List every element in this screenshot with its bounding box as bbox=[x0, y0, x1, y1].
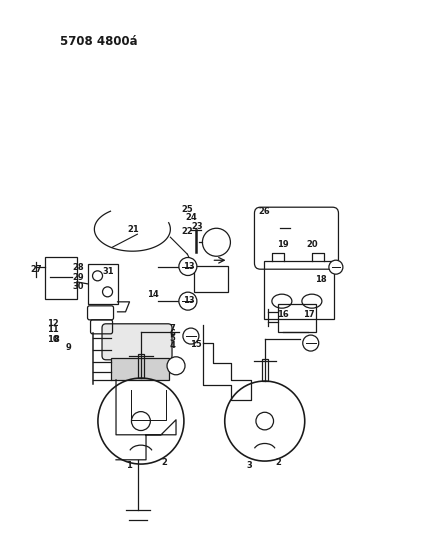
Text: 23: 23 bbox=[191, 222, 202, 231]
Text: 27: 27 bbox=[30, 265, 42, 274]
Text: 17: 17 bbox=[302, 310, 314, 319]
Text: 29: 29 bbox=[72, 273, 83, 281]
Text: 12: 12 bbox=[47, 319, 59, 328]
Text: 16: 16 bbox=[276, 310, 288, 319]
Bar bbox=[87, 264, 117, 304]
Text: 13: 13 bbox=[182, 262, 194, 271]
Circle shape bbox=[302, 335, 318, 351]
Text: 5: 5 bbox=[169, 334, 175, 343]
Bar bbox=[277, 304, 315, 332]
Text: 31: 31 bbox=[102, 268, 114, 276]
Circle shape bbox=[182, 328, 199, 344]
Circle shape bbox=[167, 357, 184, 375]
Text: 20: 20 bbox=[306, 240, 317, 248]
Bar bbox=[111, 358, 169, 380]
Text: 25: 25 bbox=[181, 205, 193, 214]
Text: 5708 4800á: 5708 4800á bbox=[60, 35, 137, 47]
Text: 2: 2 bbox=[275, 458, 281, 467]
Text: 28: 28 bbox=[72, 263, 83, 272]
Text: 18: 18 bbox=[314, 275, 325, 284]
Bar bbox=[194, 266, 228, 292]
Text: 10: 10 bbox=[47, 335, 59, 344]
Bar bbox=[261, 359, 267, 381]
Circle shape bbox=[328, 260, 342, 274]
Text: 14: 14 bbox=[147, 290, 159, 298]
Text: 2: 2 bbox=[161, 458, 167, 467]
Text: 21: 21 bbox=[127, 225, 138, 233]
Bar bbox=[263, 261, 333, 319]
Text: 8: 8 bbox=[53, 335, 59, 344]
Circle shape bbox=[178, 292, 196, 310]
Bar bbox=[137, 354, 144, 378]
Circle shape bbox=[178, 257, 196, 276]
Text: 19: 19 bbox=[277, 240, 288, 248]
Text: 24: 24 bbox=[184, 213, 196, 222]
Text: 30: 30 bbox=[72, 282, 83, 290]
Text: 26: 26 bbox=[258, 207, 270, 216]
FancyBboxPatch shape bbox=[102, 324, 172, 360]
Text: 15: 15 bbox=[190, 340, 201, 349]
Text: 4: 4 bbox=[169, 342, 175, 350]
Text: 1: 1 bbox=[126, 462, 132, 470]
Text: 9: 9 bbox=[66, 343, 71, 352]
Text: 11: 11 bbox=[47, 325, 59, 334]
Text: 13: 13 bbox=[182, 296, 194, 304]
Text: 7: 7 bbox=[169, 324, 175, 333]
Text: 6: 6 bbox=[169, 329, 175, 338]
Bar bbox=[45, 257, 77, 299]
Text: 22: 22 bbox=[181, 227, 193, 236]
Text: 3: 3 bbox=[246, 462, 251, 470]
